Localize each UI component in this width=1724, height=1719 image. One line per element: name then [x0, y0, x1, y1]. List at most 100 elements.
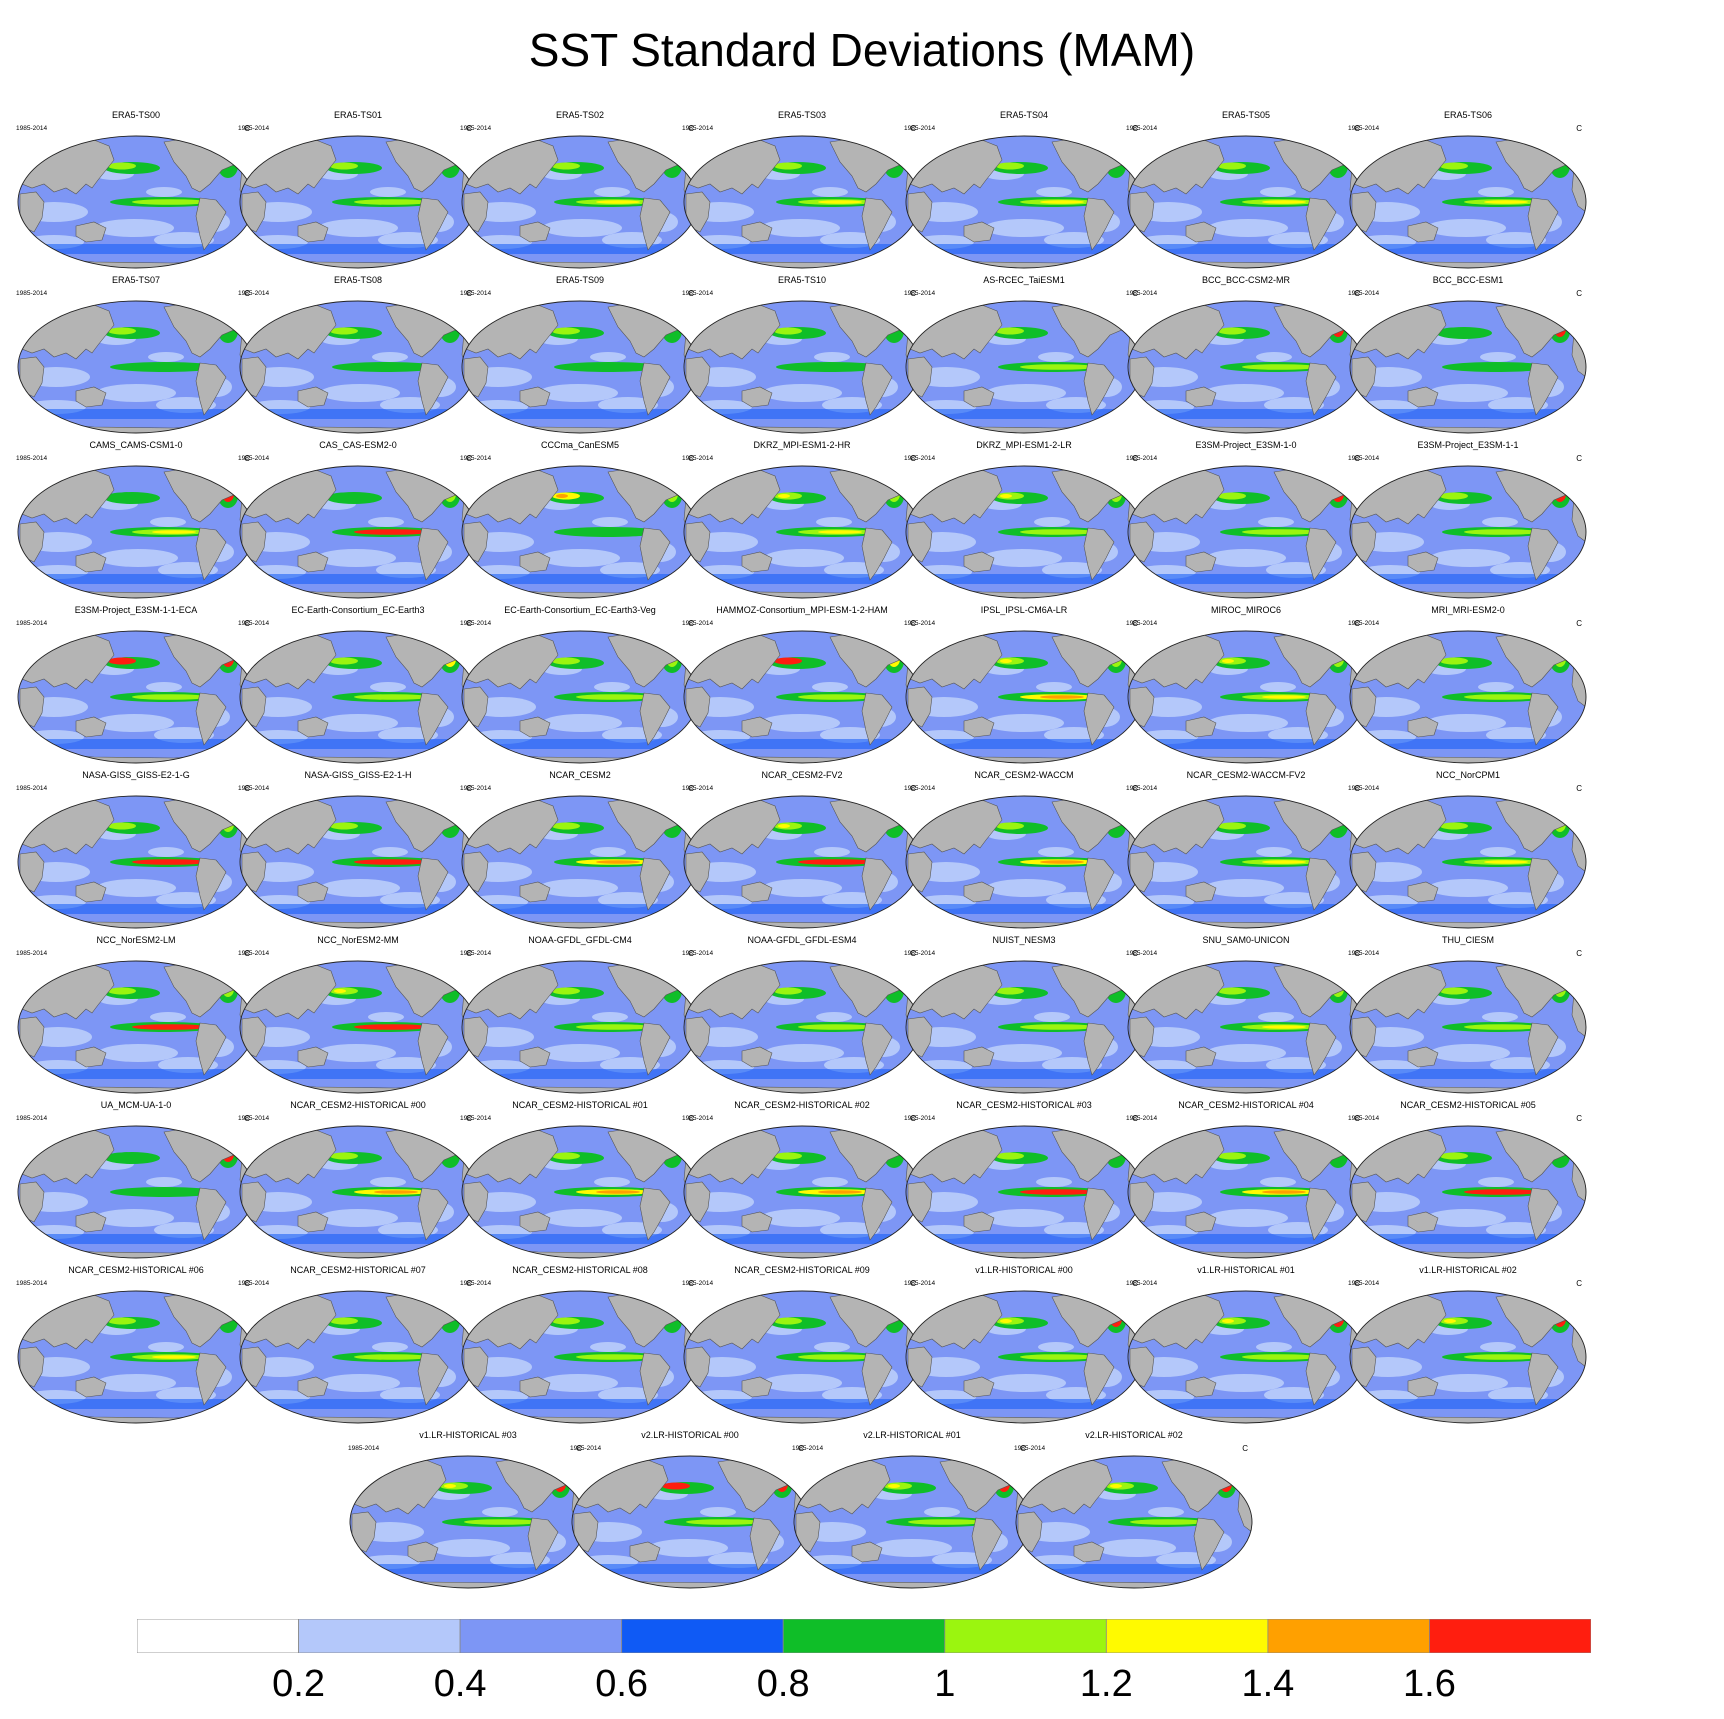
map-panel: NCAR_CESM2-HISTORICAL #04 1985-2014 C: [1124, 1100, 1368, 1265]
panel-title: E3SM-Project_E3SM-1-0: [1195, 440, 1297, 450]
panel-title: v1.LR-HISTORICAL #03: [419, 1430, 517, 1440]
map-panel: CCCma_CanESM5 1985-2014 C: [458, 440, 702, 605]
panel-period: 1985-2014: [16, 620, 48, 627]
panel-period: 1985-2014: [238, 1280, 270, 1287]
map-panel: ERA5-TS02 1985-2014 C: [458, 110, 702, 275]
panel-period: 1985-2014: [682, 1115, 714, 1122]
map-panel: NCAR_CESM2-WACCM-FV2 1985-2014 C: [1124, 770, 1368, 935]
map-panel-grid: ERA5-TS00 1985-2014 C ERA5-TS01 1985-2014 C ER…: [14, 110, 1590, 1595]
panel-period: 1985-2014: [1126, 950, 1158, 957]
panel-units: C: [1576, 784, 1582, 793]
colorbar-segment: [459, 1619, 623, 1653]
panel-units: C: [466, 454, 472, 463]
sst-map: [17, 630, 255, 764]
panel-title: ERA5-TS08: [333, 275, 383, 285]
sst-map: [1127, 1125, 1365, 1259]
panel-units: C: [910, 124, 916, 133]
sst-map: [683, 1290, 921, 1424]
panel-period: 1985-2014: [904, 455, 936, 462]
panel-units: C: [1354, 949, 1360, 958]
map-panel: CAMS_CAMS-CSM1-0 1985-2014 C: [14, 440, 258, 605]
sst-map: [1127, 1290, 1365, 1424]
map-panel: NCAR_CESM2-HISTORICAL #06 1985-2014 C: [14, 1265, 258, 1430]
panel-units: C: [1132, 1279, 1138, 1288]
map-panel: THU_CIESM 1985-2014 C: [1346, 935, 1590, 1100]
colorbar: [137, 1619, 1591, 1653]
sst-map: [1349, 960, 1587, 1094]
colorbar-segment: [1429, 1619, 1591, 1653]
sst-map: [1127, 300, 1365, 434]
map-panel: NCC_NorESM2-MM 1985-2014 C: [236, 935, 480, 1100]
panel-units: C: [688, 784, 694, 793]
map-panel: EC-Earth-Consortium_EC-Earth3-Veg 1985-20…: [458, 605, 702, 770]
map-panel: v2.LR-HISTORICAL #02 1985-2014 C: [1012, 1430, 1256, 1595]
panel-title: MIROC_MIROC6: [1210, 605, 1281, 615]
panel-title: CAS_CAS-ESM2-0: [319, 440, 397, 450]
sst-map: [17, 960, 255, 1094]
panel-title: NCAR_CESM2-WACCM: [974, 770, 1074, 780]
sst-map: [1349, 1125, 1587, 1259]
panel-units: C: [1132, 949, 1138, 958]
panel-period: 1985-2014: [1348, 290, 1380, 297]
colorbar-segment: [944, 1619, 1107, 1653]
map-panel: NCC_NorCPM1 1985-2014 C: [1346, 770, 1590, 935]
panel-period: 1985-2014: [682, 785, 714, 792]
map-panel: MRI_MRI-ESM2-0 1985-2014 C: [1346, 605, 1590, 770]
sst-map: [683, 465, 921, 599]
panel-title: v1.LR-HISTORICAL #00: [975, 1265, 1073, 1275]
panel-title: NASA-GISS_GISS-E2-1-H: [304, 770, 412, 780]
sst-map: [461, 300, 699, 434]
panel-title: DKRZ_MPI-ESM1-2-HR: [753, 440, 851, 450]
panel-period: 1985-2014: [1126, 785, 1158, 792]
panel-period: 1985-2014: [904, 785, 936, 792]
sst-map: [461, 960, 699, 1094]
sst-map: [17, 1290, 255, 1424]
panel-title: NCC_NorESM2-LM: [96, 935, 176, 945]
panel-title: EC-Earth-Consortium_EC-Earth3-Veg: [504, 605, 656, 615]
colorbar-segment: [298, 1619, 461, 1653]
sst-map: [905, 630, 1143, 764]
panel-title: DKRZ_MPI-ESM1-2-LR: [976, 440, 1072, 450]
panel-period: 1985-2014: [792, 1445, 824, 1452]
panel-title: ERA5-TS00: [111, 110, 161, 120]
panel-units: C: [466, 949, 472, 958]
panel-units: C: [1132, 619, 1138, 628]
sst-map: [17, 300, 255, 434]
map-panel: BCC_BCC-ESM1 1985-2014 C: [1346, 275, 1590, 440]
panel-title: v2.LR-HISTORICAL #00: [641, 1430, 739, 1440]
panel-period: 1985-2014: [16, 290, 48, 297]
sst-map: [461, 795, 699, 929]
panel-title: NCAR_CESM2-HISTORICAL #08: [512, 1265, 648, 1275]
panel-title: NCC_NorCPM1: [1435, 770, 1500, 780]
sst-map: [1349, 135, 1587, 269]
panel-title: UA_MCM-UA-1-0: [100, 1100, 172, 1110]
map-panel: HAMMOZ-Consortium_MPI-ESM-1-2-HAM 1985-20…: [680, 605, 924, 770]
panel-period: 1985-2014: [904, 950, 936, 957]
colorbar-tick-label: 0.8: [756, 1663, 810, 1705]
panel-units: C: [244, 289, 250, 298]
panel-period: 1985-2014: [1014, 1445, 1046, 1452]
colorbar-segment: [1105, 1619, 1269, 1653]
panel-title: BCC_BCC-CSM2-MR: [1201, 275, 1290, 285]
panel-title: NCAR_CESM2-HISTORICAL #03: [956, 1100, 1092, 1110]
panel-period: 1985-2014: [16, 455, 48, 462]
panel-units: C: [1576, 619, 1582, 628]
map-panel: ERA5-TS09 1985-2014 C: [458, 275, 702, 440]
map-panel: NCAR_CESM2-HISTORICAL #01 1985-2014 C: [458, 1100, 702, 1265]
map-panel: AS-RCEC_TaiESM1 1985-2014 C: [902, 275, 1146, 440]
sst-map: [1127, 465, 1365, 599]
panel-period: 1985-2014: [682, 455, 714, 462]
panel-period: 1985-2014: [238, 620, 270, 627]
panel-title: NOAA-GFDL_GFDL-CM4: [528, 935, 632, 945]
panel-units: C: [688, 1114, 694, 1123]
panel-period: 1985-2014: [1126, 1280, 1158, 1287]
panel-units: C: [1576, 124, 1582, 133]
panel-title: IPSL_IPSL-CM6A-LR: [980, 605, 1068, 615]
map-panel: ERA5-TS04 1985-2014 C: [902, 110, 1146, 275]
sst-map: [17, 1125, 255, 1259]
panel-units: C: [1020, 1444, 1026, 1453]
map-panel: ERA5-TS00 1985-2014 C: [14, 110, 258, 275]
map-panel: ERA5-TS03 1985-2014 C: [680, 110, 924, 275]
sst-map: [349, 1455, 587, 1589]
panel-title: EC-Earth-Consortium_EC-Earth3: [291, 605, 425, 615]
